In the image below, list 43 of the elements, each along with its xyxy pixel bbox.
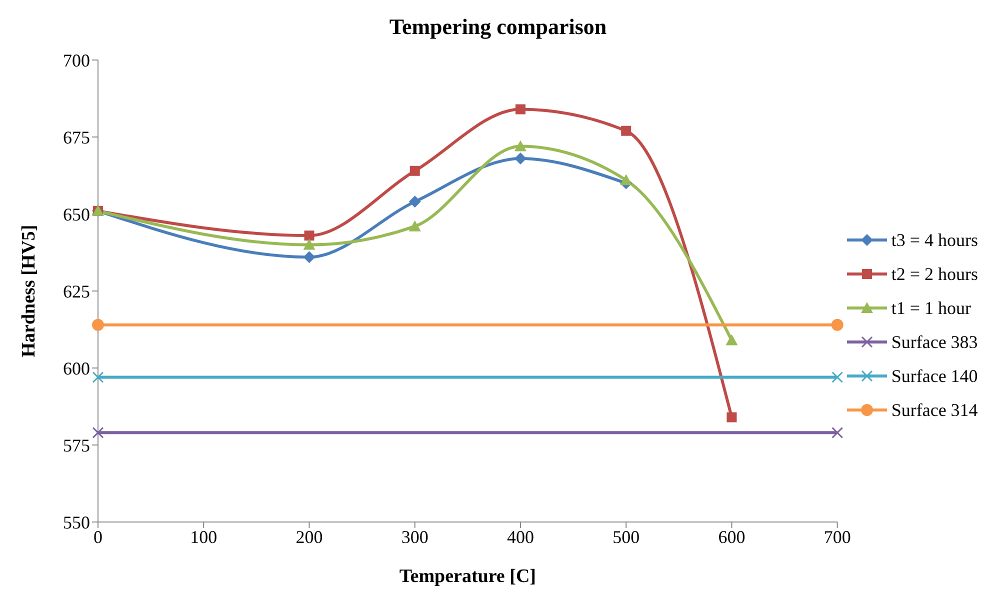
y-tick-label: 675 xyxy=(63,127,90,148)
y-tick-label: 550 xyxy=(63,512,90,532)
point xyxy=(408,196,421,208)
x-tick-label: 300 xyxy=(401,526,428,547)
point xyxy=(726,334,738,346)
x-tick-label: 600 xyxy=(718,526,746,547)
point xyxy=(514,152,526,165)
point xyxy=(408,220,421,232)
point xyxy=(621,126,632,136)
x-tick-label: 0 xyxy=(94,526,102,547)
y-tick-label: 700 xyxy=(63,50,90,70)
x-tick-label: 100 xyxy=(190,526,218,547)
point xyxy=(831,318,844,331)
point xyxy=(620,174,632,186)
y-tick-label: 650 xyxy=(63,204,90,224)
y-tick-label: 575 xyxy=(63,435,90,456)
point xyxy=(92,318,104,331)
x-tick-label: 200 xyxy=(296,526,323,547)
legend-label: t3 = 4 hours xyxy=(891,230,978,250)
point xyxy=(304,230,314,241)
point xyxy=(410,166,420,176)
point xyxy=(303,238,316,250)
x-axis-title: Temperature [C] xyxy=(399,566,536,587)
point xyxy=(726,412,737,422)
point xyxy=(515,104,526,114)
point xyxy=(303,251,316,264)
legend-label: t2 = 2 hours xyxy=(891,264,978,284)
point xyxy=(832,371,844,383)
legend-label: Surface 383 xyxy=(891,332,978,352)
x-tick-label: 700 xyxy=(824,526,851,547)
point xyxy=(92,426,104,438)
x-tick-label: 400 xyxy=(506,526,534,547)
legend-label: Surface 140 xyxy=(891,366,978,386)
legend-label: Surface 314 xyxy=(891,400,978,420)
chart-title: Tempering comparison xyxy=(388,13,608,41)
y-tick-label: 625 xyxy=(63,281,90,302)
y-tick-label: 600 xyxy=(63,358,90,378)
point xyxy=(832,426,844,438)
point xyxy=(514,140,526,152)
y-axis-title: Hardness [HV5] xyxy=(18,224,40,358)
point xyxy=(92,371,104,383)
legend-label: t1 = 1 hour xyxy=(891,298,971,318)
x-tick-label: 500 xyxy=(612,526,640,547)
